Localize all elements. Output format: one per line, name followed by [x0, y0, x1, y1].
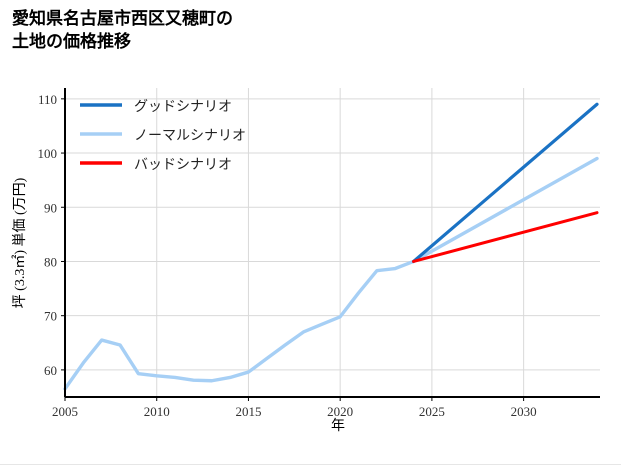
page-title: 愛知県名古屋市西区又穂町の 土地の価格推移: [12, 9, 233, 51]
y-tick-label: 70: [44, 309, 57, 324]
y-tick-label: 100: [38, 146, 58, 161]
x-tick-label: 2025: [419, 404, 445, 419]
series-line-2: [63, 156, 599, 391]
series-line-1: [411, 102, 599, 264]
y-tick-label: 110: [38, 92, 57, 107]
y-tick-label: 80: [44, 254, 57, 269]
axis-lines: [64, 88, 600, 398]
x-tick-label: 2015: [235, 404, 261, 419]
series-line-3: [412, 211, 599, 263]
y-tick-label: 90: [44, 200, 57, 215]
x-axis-title: 年: [331, 418, 345, 434]
legend-label-3: バッドシナリオ: [134, 158, 232, 173]
y-tick-labels: 60 70 80 90 100 110: [38, 92, 65, 378]
x-tick-label: 2010: [144, 404, 170, 419]
x-tick-label: 2020: [327, 404, 353, 419]
y-axis-title: 坪 (3.3㎡) 単価 (万円): [12, 177, 28, 308]
legend-label-2: ノーマルシナリオ: [134, 129, 246, 144]
y-tick-label: 60: [44, 363, 57, 378]
series-lines: [63, 102, 599, 391]
legend-label-1: グッドシナリオ: [134, 99, 232, 115]
x-tick-labels: 2005 2010 2015 2020 2025 2030: [52, 397, 537, 419]
x-tick-label: 2030: [511, 404, 537, 419]
x-tick-label: 2005: [52, 404, 78, 419]
